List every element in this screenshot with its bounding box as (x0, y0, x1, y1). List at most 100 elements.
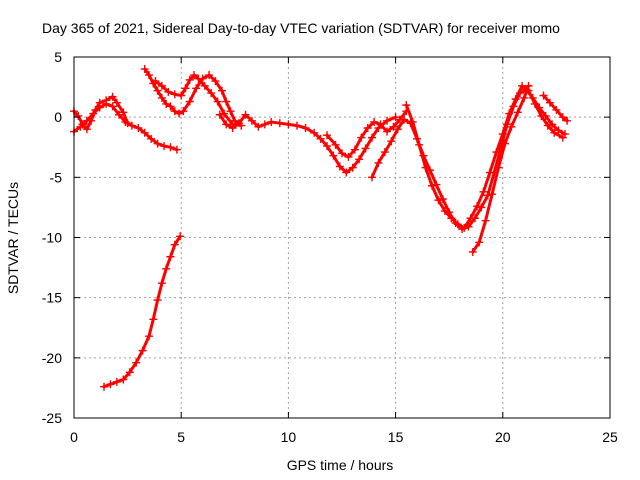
data-point (383, 116, 392, 125)
data-point (112, 377, 121, 386)
data-point (500, 139, 509, 148)
data-point (185, 97, 194, 106)
data-point (207, 89, 216, 98)
data-point (545, 98, 554, 107)
series-line (471, 84, 530, 254)
data-point (205, 71, 214, 80)
y-axis-label: SDTVAR / TECUs (5, 182, 21, 294)
data-point (185, 75, 194, 84)
data-point (558, 113, 567, 122)
series-arc-f (215, 110, 400, 177)
data-point (260, 120, 269, 129)
data-point (376, 120, 385, 129)
data-point (132, 358, 141, 367)
series-arc-i (402, 81, 567, 232)
data-point (505, 109, 514, 118)
data-point (166, 252, 175, 261)
data-point (543, 121, 552, 130)
y-tick-label: -5 (50, 169, 63, 185)
data-point (524, 81, 533, 90)
data-point (82, 125, 91, 134)
data-point (247, 116, 256, 125)
data-point (162, 264, 171, 273)
series-arc-a (70, 99, 181, 154)
data-point (460, 223, 469, 232)
data-point (194, 74, 203, 83)
data-point (147, 134, 156, 143)
data-point (119, 108, 128, 117)
data-point (408, 117, 417, 126)
data-point (267, 117, 276, 126)
data-point (475, 238, 484, 247)
data-point (153, 296, 162, 305)
data-point (477, 203, 486, 212)
data-point (254, 122, 263, 131)
data-point (166, 143, 175, 152)
data-point (220, 109, 229, 118)
data-point (550, 128, 559, 137)
data-point (153, 139, 162, 148)
series-arc-j (468, 81, 533, 256)
x-tick-label: 0 (70, 429, 78, 445)
y-tick-label: -25 (42, 410, 62, 426)
series-arc-e (151, 71, 237, 129)
data-point (322, 131, 331, 140)
data-point (166, 102, 175, 111)
data-point (400, 115, 409, 124)
series-arc-c (100, 232, 185, 391)
data-point (119, 375, 128, 384)
data-point (179, 107, 188, 116)
data-point (428, 181, 437, 190)
data-point (468, 247, 477, 256)
data-point (494, 163, 503, 172)
data-point (342, 168, 351, 177)
x-tick-label: 5 (177, 429, 185, 445)
data-point (200, 81, 209, 90)
data-point (134, 123, 143, 132)
data-point (415, 140, 424, 149)
data-point (140, 65, 149, 74)
data-point (226, 107, 235, 116)
series-arc-b (70, 92, 132, 134)
x-tick-label: 20 (495, 429, 511, 445)
data-point (125, 368, 134, 377)
data-point (548, 120, 557, 129)
data-point (172, 145, 181, 154)
data-point (391, 113, 400, 122)
data-point (368, 173, 377, 182)
data-point (513, 108, 522, 117)
data-point (380, 148, 389, 157)
data-point (177, 91, 186, 100)
series-line (143, 67, 243, 128)
series-line (370, 88, 567, 231)
grid (74, 57, 610, 418)
chart-title: Day 365 of 2021, Sidereal Day-to-day VTE… (42, 20, 560, 36)
data-point (558, 133, 567, 142)
data-point (170, 240, 179, 249)
data-point (421, 163, 430, 172)
data-point (338, 149, 346, 158)
data-point (357, 133, 366, 142)
data-point (488, 190, 497, 199)
data-point (361, 144, 370, 153)
data-point (192, 84, 201, 93)
data-point (554, 126, 563, 135)
x-tick-label: 25 (602, 429, 618, 445)
data-point (222, 97, 231, 106)
data-point (215, 110, 224, 119)
data-point (331, 140, 340, 149)
data-point (363, 123, 372, 132)
y-tick-label: -15 (42, 290, 62, 306)
axis-ticks: 0 5 10 15 20 25 5 0 -5 -10 -15 -20 -25 (42, 49, 618, 445)
data-point (316, 134, 325, 143)
data-point (170, 107, 179, 116)
data-point (138, 346, 147, 355)
data-point (151, 77, 160, 86)
data-point (370, 117, 379, 126)
data-point (552, 105, 561, 114)
data-point (176, 232, 185, 241)
data-point (149, 315, 158, 324)
data-point (530, 99, 539, 108)
series-line (218, 113, 398, 174)
